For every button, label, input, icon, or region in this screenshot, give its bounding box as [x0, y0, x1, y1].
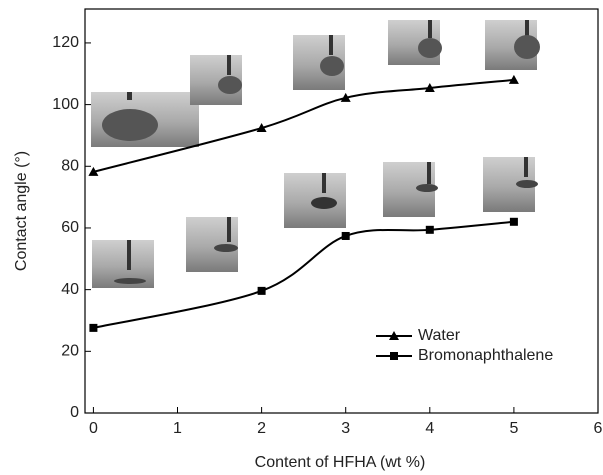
x-tick-label: 0: [89, 420, 98, 437]
triangle-marker: [88, 166, 99, 176]
x-tick-label: 1: [173, 420, 182, 437]
y-tick-label: 120: [52, 34, 79, 51]
plot-frame: [84, 8, 599, 414]
square-marker: [390, 352, 398, 360]
x-tick-label: 2: [257, 420, 266, 437]
y-tick-label: 60: [61, 219, 79, 236]
triangle-marker: [256, 123, 267, 133]
triangle-marker: [424, 82, 435, 92]
y-tick-label: 100: [52, 96, 79, 113]
y-tick-label: 20: [61, 343, 79, 360]
x-tick-label: 5: [509, 420, 518, 437]
square-marker: [425, 225, 434, 234]
x-axis-label: Content of HFHA (wt %): [255, 454, 426, 471]
x-tick-label: 3: [341, 420, 350, 437]
square-marker: [509, 217, 518, 226]
x-tick-label: 6: [594, 420, 603, 437]
square-marker: [257, 286, 266, 295]
y-tick-label: 80: [61, 158, 79, 175]
series-line: [93, 220, 514, 329]
y-tick-label: 0: [70, 404, 79, 421]
triangle-marker: [508, 74, 519, 84]
y-tick-label: 40: [61, 281, 79, 298]
legend-label: Water: [418, 327, 461, 344]
legend-label: Bromonaphthalene: [418, 347, 553, 364]
triangle-marker: [389, 331, 399, 340]
series-line: [93, 78, 514, 173]
y-axis-label: Contact angle (°): [13, 151, 30, 271]
droplet-photos: [91, 20, 540, 288]
x-tick-label: 4: [425, 420, 434, 437]
square-marker: [89, 323, 98, 332]
triangle-marker: [340, 92, 351, 102]
square-marker: [341, 231, 350, 240]
